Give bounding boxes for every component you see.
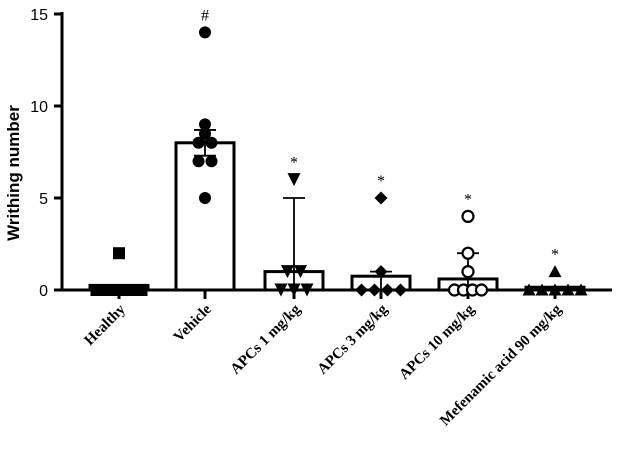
significance-mark: *	[377, 173, 385, 190]
data-point	[355, 283, 368, 297]
y-tick-label: 5	[39, 191, 48, 208]
y-tick-label: 0	[39, 283, 48, 300]
y-axis-title: Writhing number	[4, 105, 23, 241]
data-point	[274, 283, 288, 297]
data-point	[522, 283, 536, 296]
data-point	[461, 209, 475, 223]
data-point	[192, 155, 205, 168]
x-tick-label: APCs 3 mg/kg	[315, 301, 391, 377]
data-point	[574, 283, 588, 296]
data-point	[381, 283, 394, 297]
data-point	[374, 265, 388, 279]
data-point	[561, 283, 575, 296]
data-point	[394, 283, 407, 297]
data-point	[281, 265, 294, 279]
data-point	[368, 283, 381, 297]
significance-mark: #	[201, 7, 209, 24]
data-point	[294, 265, 307, 279]
data-point	[199, 192, 211, 204]
x-tick-label: APCs 10 mg/kg	[396, 301, 478, 383]
data-point	[300, 283, 314, 297]
y-tick-label: 10	[30, 99, 48, 116]
data-point	[461, 265, 475, 279]
data-point	[461, 246, 475, 260]
significance-mark: *	[551, 247, 559, 264]
x-tick-label: APCs 1 mg/kg	[228, 301, 304, 377]
y-tick-label: 15	[30, 7, 48, 24]
data-point	[287, 283, 301, 297]
data-point	[199, 26, 211, 39]
data-point	[474, 283, 489, 297]
x-tick-label: Healthy	[82, 301, 130, 349]
data-point	[535, 283, 549, 296]
data-point	[374, 191, 388, 205]
data-point	[287, 173, 301, 187]
data-point	[205, 136, 218, 149]
data-point	[548, 265, 562, 278]
data-point	[548, 283, 562, 296]
data-point	[205, 155, 218, 168]
bar	[174, 141, 236, 292]
significance-mark: *	[290, 155, 298, 172]
x-tick-label: Vehicle	[171, 301, 215, 345]
plot-area: 0 5 10 15 Healthy Vehicle APCs 1 mg/kg APCs 3 m…	[30, 7, 612, 429]
data-point	[135, 284, 148, 296]
data-point	[113, 247, 125, 260]
data-point	[199, 127, 211, 140]
significance-mark: *	[464, 191, 472, 208]
data-point	[199, 118, 211, 131]
data-point	[192, 136, 205, 149]
